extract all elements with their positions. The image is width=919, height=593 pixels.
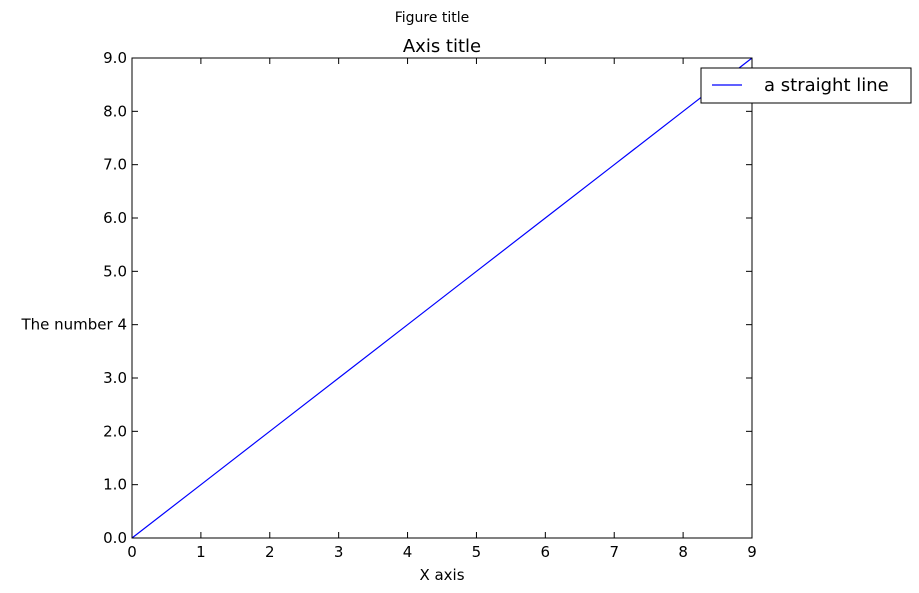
y-axis-ticks: 0.0 1.0 2.0 3.0 The number 4 5.0 6.0 7.0 8.0 9.0 [20,49,752,547]
legend-entry-label: a straight line [764,75,889,96]
legend: a straight line [700,67,912,104]
x-tick-label-3: 3 [334,543,344,561]
y-tick-label-9: 9.0 [103,49,127,67]
x-tick-label-6: 6 [541,543,551,561]
x-tick-label-8: 8 [678,543,688,561]
series-line-0 [131,57,753,539]
y-tick-label-7: 7.0 [103,156,127,174]
series-layer [131,57,753,539]
y-tick-label-0: 0.0 [103,529,127,547]
x-tick-label-0: 0 [127,543,137,561]
y-tick-label-2: 2.0 [103,422,127,440]
figure-title: Figure title [395,10,470,26]
x-axis-label: X axis [419,566,464,584]
y-tick-label-1: 1.0 [103,476,127,494]
x-tick-label-4: 4 [403,543,413,561]
x-axis-ticks: 0 1 2 3 4 5 6 7 8 9 [127,58,757,561]
x-tick-label-2: 2 [265,543,275,561]
x-tick-label-9: 9 [747,543,757,561]
y-tick-label-4: The number 4 [20,316,127,334]
axes-frame [131,57,753,539]
x-tick-label-5: 5 [472,543,482,561]
y-tick-label-6: 6.0 [103,209,127,227]
axis-title: Axis title [403,36,481,57]
x-tick-label-7: 7 [609,543,619,561]
y-tick-label-8: 8.0 [103,102,127,120]
y-tick-label-3: 3.0 [103,369,127,387]
y-tick-label-5: 5.0 [103,262,127,280]
x-tick-label-1: 1 [196,543,206,561]
